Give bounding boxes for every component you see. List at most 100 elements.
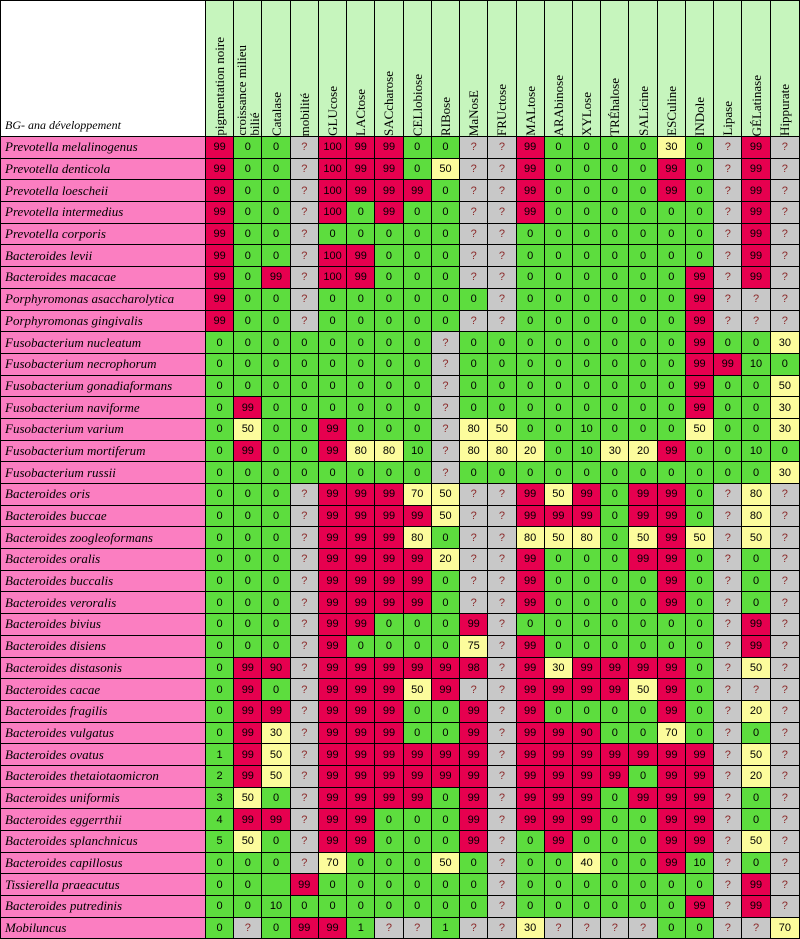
result-cell: 0	[261, 483, 291, 506]
result-cell: 90	[261, 656, 291, 680]
result-cell: 0	[600, 634, 630, 658]
result-cell: 99	[346, 483, 376, 506]
result-cell: 99	[515, 786, 545, 810]
table-row: Bacteroides disiens 0 0 0? 99 0 0 0 0 75? 99 0 0 0 0 0 0…	[0, 634, 800, 658]
result-cell: 50	[487, 417, 517, 441]
result-cell: 99	[317, 786, 348, 810]
result-cell: ?	[289, 613, 319, 636]
result-cell: 30	[656, 136, 686, 159]
result-cell: 0	[656, 331, 686, 354]
result-cell: ?	[487, 136, 517, 159]
result-cell: 0	[543, 352, 574, 376]
result-cell: ?	[769, 699, 800, 723]
result-cell: 0	[572, 287, 602, 311]
result-cell: 0	[628, 830, 658, 853]
result-cell: ?	[487, 721, 517, 745]
result-cell: 50	[741, 526, 771, 550]
result-cell: 0	[261, 678, 291, 701]
result-cell: ?	[713, 830, 743, 853]
organism-name: Prevotella melalinogenus	[0, 136, 206, 159]
result-cell: 0	[402, 287, 432, 311]
result-cell: 0	[515, 873, 545, 897]
result-cell: 0	[600, 873, 630, 897]
result-cell: 99	[346, 244, 376, 268]
column-header-label: INDole	[692, 97, 708, 136]
result-cell: 0	[402, 613, 432, 636]
result-cell: 99	[543, 504, 574, 528]
result-cell: 0	[261, 244, 291, 268]
result-cell: 0	[684, 656, 715, 680]
result-cell: 0	[684, 916, 715, 939]
result-cell: 0	[572, 157, 602, 181]
result-cell: 99	[346, 179, 376, 203]
result-cell: 0	[628, 591, 658, 615]
result-cell: 0	[628, 266, 658, 289]
result-cell: 0	[656, 266, 686, 289]
result-cell: 99	[317, 830, 348, 853]
result-cell: 0	[515, 222, 545, 246]
result-cell: 99	[317, 916, 348, 939]
result-cell: 0	[572, 352, 602, 376]
result-cell: 0	[543, 266, 574, 289]
result-cell: 0	[204, 352, 235, 376]
result-cell: ?	[713, 548, 743, 571]
result-cell: ?	[487, 504, 517, 528]
result-cell: 0	[656, 396, 686, 419]
result-cell: 0	[233, 483, 263, 506]
result-cell: ?	[713, 743, 743, 766]
result-cell: 99	[600, 656, 630, 680]
column-header: ESCuline	[656, 0, 686, 137]
result-cell: 0	[261, 613, 291, 636]
column-header: pigmentation noire	[204, 0, 235, 137]
result-cell: 0	[684, 179, 715, 203]
result-cell: ?	[487, 764, 517, 788]
result-cell: 0	[233, 374, 263, 398]
result-cell: 99	[402, 656, 432, 680]
result-cell: ?	[769, 244, 800, 268]
result-cell: ?	[289, 808, 319, 831]
table-row: Fusobacterium nucleatum 0 0 0 0 0 0 0 0? 0 0 0 0 0 0 0 0…	[0, 331, 800, 354]
result-cell: 0	[600, 721, 630, 745]
result-cell: 0	[684, 634, 715, 658]
result-cell: 99	[459, 830, 489, 853]
result-cell: ?	[289, 656, 319, 680]
result-cell: 0	[233, 266, 263, 289]
result-cell: 0	[543, 136, 574, 159]
result-cell: 0	[204, 699, 235, 723]
result-cell: 99	[317, 613, 348, 636]
result-cell: 99	[656, 851, 686, 875]
result-cell: 0	[402, 699, 432, 723]
result-cell: 99	[543, 764, 574, 788]
result-cell: 0	[402, 244, 432, 268]
result-cell: 99	[515, 136, 545, 159]
result-cell: 0	[402, 830, 432, 853]
result-cell: 0	[600, 136, 630, 159]
result-cell: ?	[769, 287, 800, 311]
result-cell: 99	[684, 352, 715, 376]
result-cell: 0	[543, 417, 574, 441]
organism-name: Bacteroides eggerrthii	[0, 808, 206, 831]
result-cell: 0	[233, 179, 263, 203]
result-cell: 0	[600, 830, 630, 853]
result-cell: 99	[346, 157, 376, 181]
result-cell: 0	[204, 483, 235, 506]
organism-name: Bacteroides veroralis	[0, 591, 206, 615]
result-cell: 99	[656, 764, 686, 788]
result-cell: ?	[289, 504, 319, 528]
result-cell: 99	[233, 678, 263, 701]
table-row: Prevotella loescheii 99 0 0? 100 99 99 99 0?? 99 0…	[0, 179, 800, 203]
result-cell: 0	[572, 634, 602, 658]
result-cell: 99	[346, 656, 376, 680]
table-row: Fusobacterium russii 0 0 0 0 0 0 0 0? 0 0 0 0 0 0 0 0 0 0 0…	[0, 461, 800, 484]
result-cell: 0	[543, 851, 574, 875]
result-cell: 0	[402, 721, 432, 745]
table-row: Bacteroides ovatus 1 99 50? 99 99 99 99 99 99? 99 9…	[0, 743, 800, 766]
column-header: mobilité	[289, 0, 319, 137]
result-cell: 30	[543, 656, 574, 680]
result-cell: 99	[741, 613, 771, 636]
result-cell: 99	[741, 634, 771, 658]
result-cell: 10	[741, 439, 771, 463]
result-cell: 99	[600, 764, 630, 788]
result-cell: 0	[261, 417, 291, 441]
result-cell: 0	[656, 417, 686, 441]
